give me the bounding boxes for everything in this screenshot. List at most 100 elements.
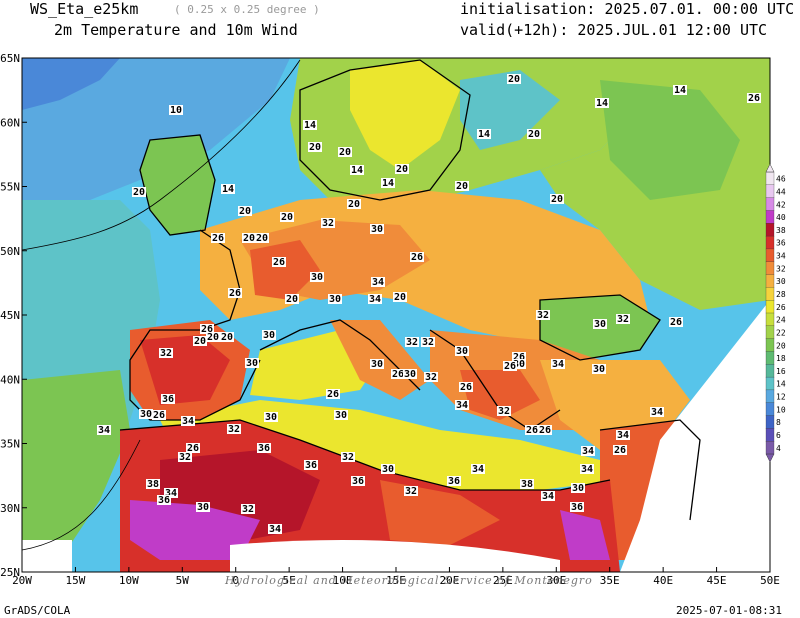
colorbar-level-label: 32 xyxy=(776,264,786,273)
contour-label-bg xyxy=(471,464,485,474)
contour-label-bg xyxy=(169,105,183,115)
contour-label-bg xyxy=(595,98,609,108)
contour-label-bg xyxy=(321,218,335,228)
y-tick-label: 50N xyxy=(0,245,20,258)
contour-label-bg xyxy=(536,310,550,320)
contour-label-bg xyxy=(157,495,171,505)
y-tick-label: 40N xyxy=(0,373,20,386)
contour-label-bg xyxy=(139,409,153,419)
contour-label-bg xyxy=(272,257,286,267)
contour-label: 20 xyxy=(396,164,408,175)
product-title: 2m Temperature and 10m Wind xyxy=(54,21,298,39)
contour-label: 36 xyxy=(352,476,364,487)
colorbar-level-label: 24 xyxy=(776,316,786,325)
contour-label-bg xyxy=(326,389,340,399)
contour-label-bg xyxy=(593,319,607,329)
contour-label-bg xyxy=(227,424,241,434)
colorbar-level-label: 44 xyxy=(776,187,786,196)
contour-label: 34 xyxy=(542,491,554,502)
y-axis: 65N 60N 55N 50N 45N 40N 35N 30N 25N xyxy=(0,52,27,579)
contour-label: 32 xyxy=(405,486,417,497)
contour-label-bg xyxy=(228,288,242,298)
contour-label: 30 xyxy=(311,272,323,283)
contour-label: 26 xyxy=(153,410,165,421)
contour-label-bg xyxy=(747,93,761,103)
contour-label: 34 xyxy=(617,430,629,441)
colorbar-level-label: 30 xyxy=(776,277,786,286)
colorbar-swatch xyxy=(765,415,775,429)
contour-label: 36 xyxy=(258,443,270,454)
colorbar-level-label: 6 xyxy=(776,431,781,440)
contour-label-bg xyxy=(527,129,541,139)
colorbar-level-label: 8 xyxy=(776,418,781,427)
contour-label: 20 xyxy=(551,194,563,205)
contour-label: 14 xyxy=(382,178,394,189)
colorbar-swatch xyxy=(765,338,775,352)
contour-label: 34 xyxy=(372,277,384,288)
contour-label: 30 xyxy=(371,224,383,235)
contour-label: 30 xyxy=(456,346,468,357)
contour-label-bg xyxy=(164,488,178,498)
contour-label: 26 xyxy=(539,425,551,436)
colorbar-swatch xyxy=(765,351,775,365)
contour-label: 20 xyxy=(528,129,540,140)
contour-label: 32 xyxy=(160,348,172,359)
contour-label-bg xyxy=(455,181,469,191)
colorbar-swatch xyxy=(765,376,775,391)
contour-label-bg xyxy=(351,476,365,486)
contour-label: 34 xyxy=(269,524,281,535)
contour-label-bg xyxy=(264,412,278,422)
contour-label: 20 xyxy=(194,336,206,347)
x-tick-label: 45E xyxy=(707,574,727,587)
contour-label-bg xyxy=(447,476,461,486)
colorbar-swatch xyxy=(765,441,775,455)
contour-label-bg xyxy=(613,445,627,455)
contour-label: 26 xyxy=(614,445,626,456)
colorbar-swatch xyxy=(765,364,775,378)
footer-software: GrADS/COLA xyxy=(4,604,71,617)
contour-label: 14 xyxy=(674,85,686,96)
contour-label-bg xyxy=(161,394,175,404)
colorbar-swatch xyxy=(765,312,775,327)
contour-label-bg xyxy=(304,460,318,470)
contour-label-bg xyxy=(338,147,352,157)
contour-label: 20 xyxy=(239,206,251,217)
contour-label: 20 xyxy=(339,147,351,158)
x-tick-label: 10E xyxy=(333,574,353,587)
contour-label-bg xyxy=(257,443,271,453)
colorbar-swatch xyxy=(765,197,775,211)
contour-label-bg xyxy=(520,479,534,489)
contour-label-bg xyxy=(580,464,594,474)
contour-label-bg xyxy=(206,332,220,342)
contour-label: 32 xyxy=(179,452,191,463)
contour-label: 36 xyxy=(158,495,170,506)
contour-label-bg xyxy=(196,502,210,512)
colorbar-level-label: 40 xyxy=(776,213,786,222)
contour-label: 30 xyxy=(371,359,383,370)
contour-label-bg xyxy=(455,400,469,410)
contour-label-bg xyxy=(193,336,207,346)
contour-label: 26 xyxy=(670,317,682,328)
contour-label-bg xyxy=(571,483,585,493)
contour-label-bg xyxy=(581,446,595,456)
colorbar-level-label: 34 xyxy=(776,252,786,261)
contour-label: 30 xyxy=(513,359,525,370)
x-tick-label: 0 xyxy=(232,574,239,587)
colorbar-swatch xyxy=(765,248,775,263)
contour-label: 26 xyxy=(327,389,339,400)
x-tick-label: 30E xyxy=(546,574,566,587)
y-tick-label: 25N xyxy=(0,566,20,579)
contour-label: 26 xyxy=(411,252,423,263)
x-tick-label: 20E xyxy=(439,574,459,587)
colorbar-swatch xyxy=(765,171,775,186)
contour-label-bg xyxy=(159,348,173,358)
contour-label: 30 xyxy=(329,294,341,305)
contour-label: 20 xyxy=(243,233,255,244)
contour-label: 34 xyxy=(472,464,484,475)
contour-label-bg xyxy=(404,486,418,496)
contour-label: 20 xyxy=(133,187,145,198)
contour-label: 30 xyxy=(404,369,416,380)
contour-label-bg xyxy=(459,382,473,392)
contour-label: 20 xyxy=(456,181,468,192)
